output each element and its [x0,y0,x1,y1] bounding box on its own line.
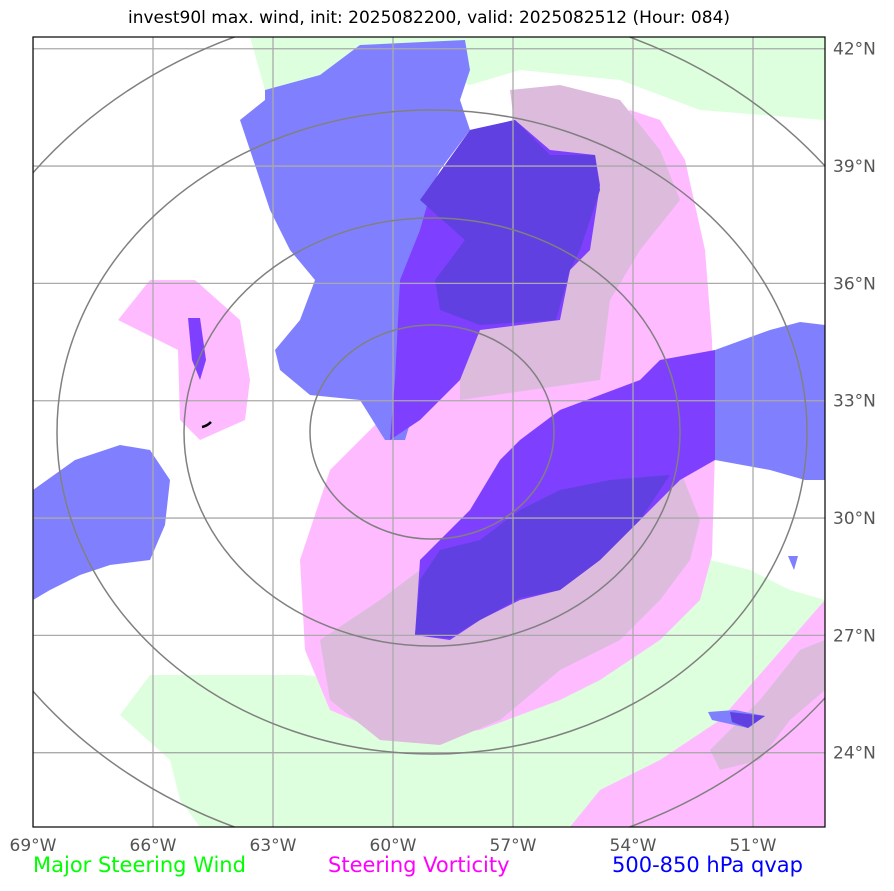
latitude-tick-label: 39°N [833,157,876,177]
range-ring-3 [56,109,808,755]
longitude-tick-label: 66°W [130,836,177,856]
map-title: invest90l max. wind, init: 2025082200, v… [127,8,731,28]
qvap-layer [33,40,825,728]
latitude-tick-label: 36°N [833,274,876,294]
map-frame [32,36,826,828]
longitude-tick-label: 57°W [490,836,537,856]
storm-track-mark [201,421,212,429]
latitude-tick-label: 42°N [833,40,876,60]
qvap-overlap-small [730,712,765,728]
latitude-tick-label: 30°N [833,509,876,529]
longitude-tick-label: 63°W [250,836,297,856]
qvap-strong-west [188,318,206,380]
qvap-area-west [33,445,170,600]
qvap-overlap-central [415,475,670,638]
qvap-area-small-east [788,556,798,570]
qvap-overlap-north [420,120,600,325]
legend-qvap: 500-850 hPa qvap [612,853,803,877]
range-ring-1 [309,324,555,540]
longitude-tick-label: 60°W [370,836,417,856]
vorticity-area-southeast [570,600,825,827]
legend-steering-wind: Major Steering Wind [33,853,246,877]
longitude-tick-labels: 69°W 66°W 63°W 60°W 57°W 54°W 51°W [10,836,777,856]
vorticity-area-west [118,280,250,440]
legend-steering-vorticity: Steering Vorticity [328,853,510,877]
map-grid [33,37,825,827]
range-rings [33,37,825,827]
latitude-tick-labels: 24°N 27°N 30°N 33°N 36°N 39°N 42°N [833,40,876,764]
latitude-tick-label: 27°N [833,626,876,646]
longitude-tick-label: 69°W [10,836,57,856]
range-ring-2 [183,217,681,647]
latitude-tick-label: 24°N [833,744,876,764]
latitude-tick-label: 33°N [833,392,876,412]
vorticity-overlap-southeast [710,640,825,770]
longitude-tick-label: 51°W [730,836,777,856]
longitude-tick-label: 54°W [610,836,657,856]
